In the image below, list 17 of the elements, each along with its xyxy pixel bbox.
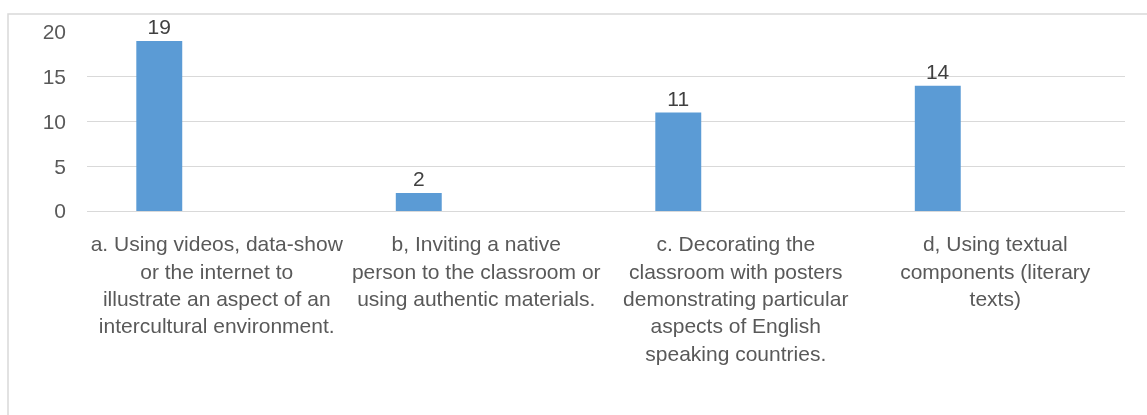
y-tick-label: 15	[42, 65, 66, 89]
bar	[914, 85, 961, 211]
bar	[395, 193, 442, 211]
x-tick-label: a. Using videos, data-show or the internet to illustrate an aspect of an intercultural environment.	[90, 232, 344, 338]
x-tick-label: c. Decorating the classroom with posters demonstrating particular aspects of English speaking countries.	[623, 232, 849, 365]
data-label: 11	[667, 86, 690, 110]
data-label: 14	[925, 59, 950, 83]
bar	[136, 40, 183, 211]
bar	[655, 112, 702, 211]
data-label: 19	[147, 14, 171, 38]
data-label: 2	[412, 167, 425, 191]
x-tick-label: d, Using textual components (literary texts)	[900, 232, 1091, 310]
y-tick-label: 0	[54, 199, 66, 223]
y-tick-label: 20	[42, 20, 66, 44]
y-tick-label: 10	[42, 109, 66, 133]
x-tick-label: b, Inviting a native person to the classroom or using authentic materials.	[351, 232, 601, 310]
y-tick-label: 5	[54, 154, 66, 178]
